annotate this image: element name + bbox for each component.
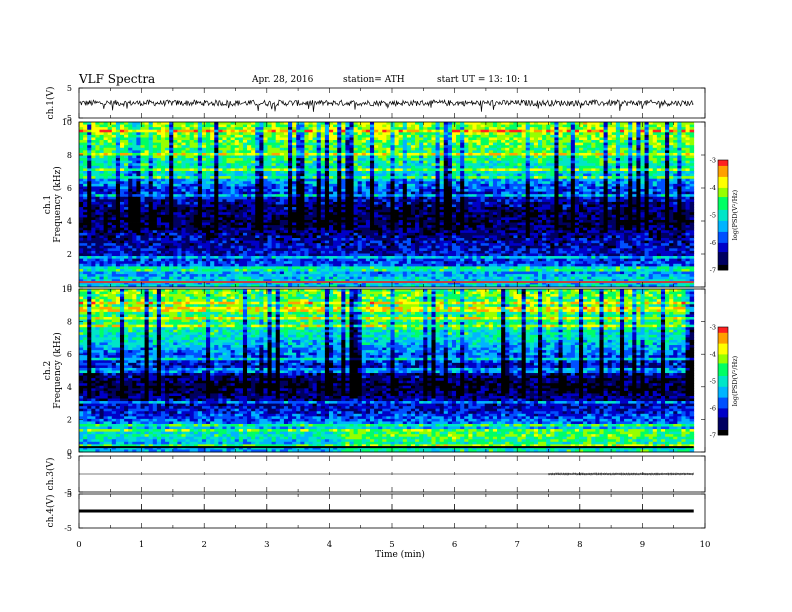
y-tick-label: 5 [67,490,72,499]
ch1-spectrogram-cells [79,122,694,287]
y-axis-label: Frequency (kHz) [52,332,63,409]
y-tick-label: 5 [67,84,72,93]
y-tick-label: 2 [67,250,72,259]
figure-title: VLF Spectra [78,72,155,86]
y-axis-label: ch.4(V) [45,495,56,528]
x-tick-label: 2 [201,540,206,550]
colorbar-tick-label: -3 [710,324,716,332]
y-tick-label: -5 [64,524,72,533]
colorbar-tick-label: -4 [710,184,716,192]
y-tick-label: 5 [67,452,72,461]
y-axis-label: ch.2 [43,361,53,380]
x-tick-label: 1 [139,540,144,550]
ch2-spectrogram-cells [79,289,694,452]
y-axis-label: ch.1 [43,195,53,214]
station-label: station= ATH [343,75,405,85]
y-tick-label: 8 [67,151,72,160]
colorbar-tick-label: -4 [710,351,716,359]
colorbar-label: log(PSD(V²/Hz) [731,355,739,406]
x-tick-label: 7 [514,540,519,550]
colorbar-label: log(PSD(V²/Hz) [731,189,739,240]
ch4-waveform-panel: 5 -5 ch.4(V) [45,490,705,533]
ch2-spectrogram-colorbar: -3 -4 -5 -6 -7 log(PSD(V²/Hz) [710,324,739,440]
y-tick-label: 8 [67,318,72,327]
x-tick-label: 0 [76,540,81,550]
colorbar-tick-label: -5 [710,378,716,386]
x-tick-label: 3 [264,540,269,550]
colorbar-tick-label: -6 [710,239,716,247]
x-tick-label: 8 [577,540,582,550]
y-tick-label: 10 [62,118,72,127]
y-tick-label: 6 [67,184,72,193]
colorbar-tick-label: -5 [710,212,716,220]
x-axis-label: Time (min) [375,549,425,560]
x-tick-label: 5 [389,540,394,550]
y-axis-label: ch.1(V) [45,87,56,120]
ch3-waveform-panel: 5-5ch.3(V) [45,452,705,497]
low-freq-strip [79,446,694,448]
y-tick-label: 10 [62,285,72,294]
y-tick-label: 4 [67,383,72,392]
low-freq-strip [79,281,694,283]
x-tick-label: 6 [452,540,457,550]
y-tick-label: 2 [67,415,72,424]
y-axis-label: ch.3(V) [45,458,56,491]
ch1-spectrogram-colorbar: -3 -4 -5 -6 -7 log(PSD(V²/Hz) [710,157,739,275]
date-label: Apr. 28, 2016 [251,75,314,85]
start-time-label: start UT = 13: 10: 1 [437,75,529,85]
x-tick-label: 4 [327,540,332,550]
y-tick-label: 6 [67,350,72,359]
colorbar-tick-label: -7 [710,267,716,275]
ch1-waveform-panel: 5-5ch.1(V) [45,84,705,123]
colorbar-swatch [718,160,728,162]
colorbar-swatch [718,327,728,329]
y-tick-label: 4 [67,217,72,226]
y-axis-label: Frequency (kHz) [52,166,63,243]
colorbar-tick-label: -3 [710,157,716,165]
x-tick-label: 10 [700,540,711,550]
ch1-trace [79,100,693,112]
colorbar-tick-label: -6 [710,405,716,413]
figure-header: VLF Spectra Apr. 28, 2016 station= ATH s… [78,72,529,86]
colorbar-tick-label: -7 [710,432,716,440]
x-tick-label: 9 [640,540,645,550]
time-axis: Time (min) 0 1 2 3 4 5 6 7 8 9 10 [76,540,710,560]
